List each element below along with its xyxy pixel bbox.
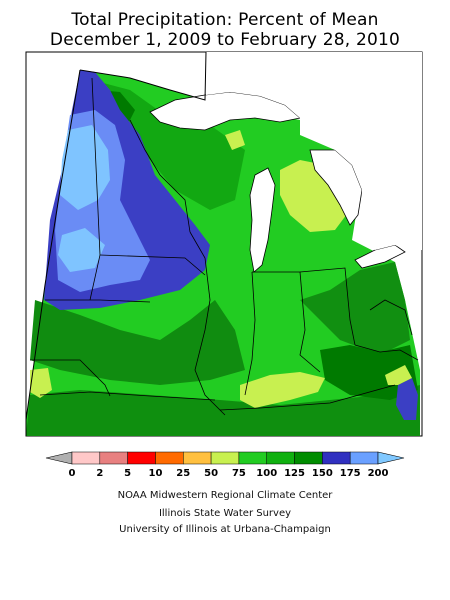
- legend-swatch: [71, 451, 101, 465]
- legend-swatch: [210, 451, 240, 465]
- region-yellow-kentucky: [240, 372, 325, 408]
- legend-bar: [45, 451, 405, 465]
- legend-swatch: [294, 451, 323, 465]
- legend-label: 75: [232, 468, 246, 479]
- legend-label: 150: [312, 468, 333, 479]
- region-light-blue-west: [60, 125, 110, 210]
- legend-swatch: [155, 451, 184, 465]
- region-dark-green-east: [300, 262, 410, 355]
- map-outline: [25, 51, 207, 436]
- legend-swatch: [99, 451, 128, 465]
- legend-label: 2: [96, 468, 103, 479]
- legend-label: 50: [204, 468, 218, 479]
- legend-label: 5: [124, 468, 131, 479]
- region-light-blue-west-2: [58, 228, 105, 272]
- legend-swatch: [322, 451, 351, 465]
- region-blue-east: [396, 378, 418, 420]
- legend-label: 175: [340, 468, 361, 479]
- legend-label: 200: [368, 468, 389, 479]
- legend-swatch: [127, 451, 156, 465]
- legend-swatch: [266, 451, 295, 465]
- credit-uiuc: University of Illinois at Urbana-Champai…: [119, 524, 331, 535]
- legend-underflow-arrow: [45, 451, 73, 465]
- state-borders: [30, 77, 419, 416]
- credit-noaa: NOAA Midwestern Regional Climate Center: [117, 490, 333, 501]
- region-yellow-southwest: [30, 368, 52, 398]
- map-title-line-1: Total Precipitation: Percent of Mean: [71, 10, 379, 30]
- legend-swatch: [349, 451, 379, 465]
- canada-white: [206, 52, 422, 250]
- legend-overflow-arrow: [377, 451, 405, 465]
- region-yellow-east: [385, 365, 412, 385]
- legend-label: 125: [284, 468, 305, 479]
- legend-label: 0: [69, 468, 76, 479]
- legend-swatch: [238, 451, 267, 465]
- legend-label: 25: [176, 468, 190, 479]
- credit-isws: Illinois State Water Survey: [158, 508, 292, 519]
- legend-label: 10: [148, 468, 162, 479]
- map-title-line-2: December 1, 2009 to February 28, 2010: [49, 30, 401, 50]
- legend-swatch: [183, 451, 212, 465]
- region-dark-green-south: [26, 385, 420, 436]
- region-darkest-green-a: [320, 345, 418, 400]
- lake-michigan: [249, 167, 276, 273]
- region-yellow-superior: [225, 130, 245, 150]
- legend-label: 100: [256, 468, 277, 479]
